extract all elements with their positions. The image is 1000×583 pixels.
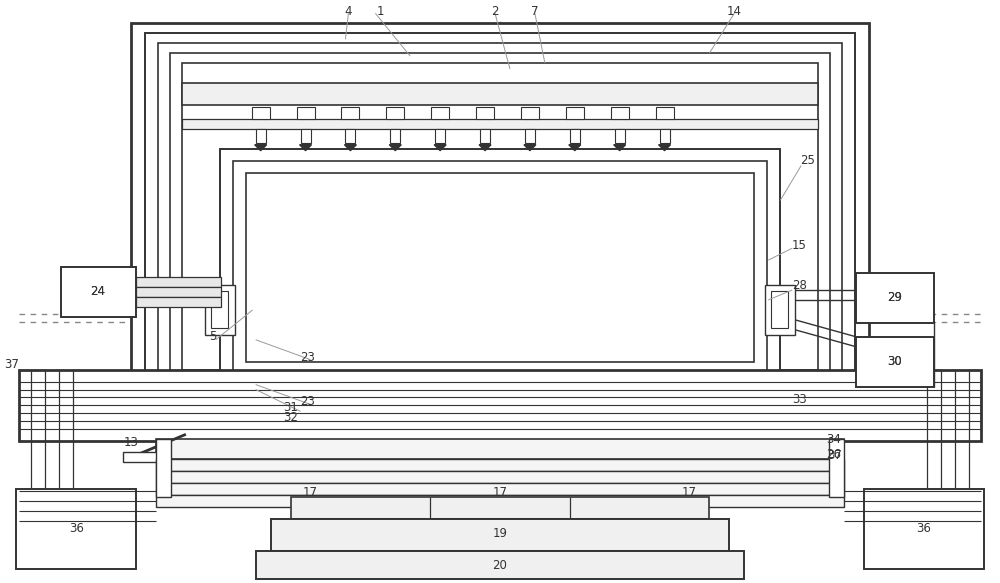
Text: 24: 24 (91, 286, 106, 298)
Bar (182, 119, 818, 129)
Text: 17: 17 (682, 486, 697, 498)
Polygon shape (434, 145, 446, 150)
Text: 19: 19 (493, 528, 508, 540)
Bar (521, 107, 539, 119)
Text: 37: 37 (4, 358, 19, 371)
Bar (61, 267, 136, 317)
Text: 23: 23 (300, 351, 315, 364)
Bar (611, 107, 629, 119)
Text: 31: 31 (283, 401, 298, 414)
Text: 7: 7 (531, 5, 539, 18)
Bar (615, 129, 625, 143)
Bar (156, 483, 844, 495)
Bar (252, 107, 270, 119)
Text: 24: 24 (91, 286, 106, 298)
Bar (291, 497, 709, 519)
Text: 23: 23 (300, 395, 315, 408)
Text: 15: 15 (792, 238, 807, 252)
Text: 5: 5 (209, 331, 216, 343)
Text: 33: 33 (792, 393, 807, 406)
Text: 17: 17 (303, 486, 318, 498)
Polygon shape (479, 145, 491, 150)
Bar (220, 149, 780, 380)
Text: 2: 2 (491, 5, 499, 18)
Bar (297, 107, 315, 119)
Bar (158, 43, 842, 385)
Polygon shape (255, 145, 267, 150)
Bar (271, 519, 729, 551)
Text: 25: 25 (800, 154, 815, 167)
Bar (435, 129, 445, 143)
Bar (566, 107, 584, 119)
Bar (856, 337, 934, 387)
Bar (156, 440, 844, 459)
Bar (205, 285, 235, 335)
Text: 34: 34 (827, 433, 842, 446)
Bar (123, 452, 158, 462)
Text: 30: 30 (888, 355, 902, 368)
Polygon shape (614, 145, 626, 150)
Polygon shape (524, 145, 536, 150)
Bar (660, 129, 670, 143)
Bar (156, 495, 844, 507)
Bar (301, 129, 311, 143)
Polygon shape (569, 145, 581, 150)
Text: 29: 29 (887, 292, 902, 304)
Bar (476, 107, 494, 119)
Bar (256, 129, 266, 143)
Bar (480, 129, 490, 143)
Polygon shape (659, 145, 671, 150)
Bar (136, 277, 221, 287)
Bar (390, 129, 400, 143)
Text: 4: 4 (345, 5, 352, 18)
Bar (856, 273, 934, 323)
Text: 17: 17 (493, 486, 508, 498)
Bar (136, 287, 221, 297)
Bar (156, 471, 844, 483)
Bar (345, 129, 355, 143)
Bar (765, 285, 795, 335)
Bar (829, 440, 844, 497)
Bar (19, 370, 981, 441)
Polygon shape (300, 145, 312, 150)
Text: 30: 30 (888, 355, 902, 368)
Bar (256, 551, 744, 578)
Bar (525, 129, 535, 143)
Bar (182, 83, 818, 105)
Bar (246, 173, 754, 361)
Text: 32: 32 (283, 411, 298, 424)
Bar (156, 459, 844, 471)
Bar (145, 33, 855, 394)
Bar (233, 161, 767, 371)
Polygon shape (344, 145, 356, 150)
Bar (771, 291, 788, 328)
Bar (864, 489, 984, 568)
Bar (131, 23, 869, 402)
Bar (570, 129, 580, 143)
Bar (170, 53, 830, 378)
Bar (156, 440, 171, 497)
Bar (431, 107, 449, 119)
Bar (211, 291, 228, 328)
Polygon shape (389, 145, 401, 150)
Text: 20: 20 (493, 559, 507, 572)
Text: 28: 28 (792, 279, 807, 292)
Text: 36: 36 (916, 522, 931, 535)
Text: 1: 1 (377, 5, 384, 18)
Text: 37: 37 (828, 449, 843, 462)
Text: 29: 29 (887, 292, 902, 304)
Bar (182, 63, 818, 370)
Bar (386, 107, 404, 119)
Bar (136, 297, 221, 307)
Bar (341, 107, 359, 119)
Text: 13: 13 (124, 436, 138, 449)
Text: 36: 36 (69, 522, 84, 535)
Text: 14: 14 (727, 5, 742, 18)
Bar (656, 107, 674, 119)
Text: 26: 26 (827, 448, 842, 461)
Bar (16, 489, 136, 568)
